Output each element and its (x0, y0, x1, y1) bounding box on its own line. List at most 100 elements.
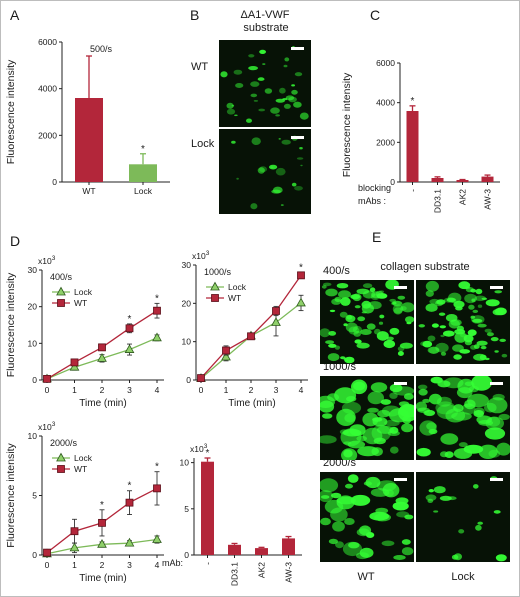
x-axis-label: Time (min) (228, 398, 275, 409)
fluorescence-speck (484, 427, 506, 440)
fluorescence-speck (348, 326, 360, 335)
y-tick-label: 6000 (38, 37, 57, 47)
fluorescence-speck (481, 297, 488, 300)
fluorescence-speck (348, 542, 360, 549)
fluorescence-speck (390, 446, 399, 454)
fluorescence-speck (464, 339, 473, 346)
y-axis-label: Fluorescence intensity (5, 443, 17, 548)
fluorescence-speck (473, 484, 479, 489)
fluorescence-speck (370, 488, 390, 497)
fluorescence-speck (370, 382, 388, 393)
fluorescence-speck (328, 331, 337, 336)
fluorescence-speck (366, 323, 376, 330)
fluorescence-speck (477, 521, 484, 525)
fluorescence-speck (356, 342, 370, 349)
fluorescence-speck (456, 387, 473, 399)
x-axis-label: Time (min) (79, 573, 126, 584)
fluorescence-speck (435, 342, 449, 353)
fluorescence-speck (425, 290, 434, 297)
fluorescence-speck (300, 164, 303, 167)
y-tick-label: 4000 (376, 98, 395, 108)
significance-mark: * (155, 293, 159, 304)
significance-mark: * (155, 462, 159, 473)
data-point-lock (124, 344, 135, 353)
fluorescence-speck (392, 386, 414, 396)
fluorescence-speck (444, 451, 454, 458)
fluorescence-speck (336, 408, 356, 426)
legend-marker-wt (57, 465, 65, 473)
y-multiplier: x103 (190, 443, 208, 454)
fluorescence-speck (486, 332, 494, 337)
data-point-wt (272, 307, 280, 315)
fluorescence-speck (374, 513, 391, 522)
fluorescence-speck (342, 541, 363, 557)
x-tick-label: WT (82, 186, 95, 196)
fluorescence-speck (429, 298, 440, 305)
bar-lock (129, 164, 157, 182)
fluorescence-speck (346, 396, 357, 402)
fluorescence-speck (259, 49, 266, 55)
fluorescence-speck (472, 318, 483, 323)
panel-b-title-line1: ΔA1-VWF (241, 9, 290, 21)
fluorescence-speck (353, 330, 362, 337)
panel-e-title: collagen substrate (380, 261, 469, 273)
y-tick-label: 0 (32, 375, 37, 385)
fluorescence-speck (496, 442, 510, 456)
x-tick-label: 2 (100, 560, 105, 570)
fluorescence-speck (336, 283, 349, 289)
y-tick-label: 0 (186, 375, 191, 385)
fluorescence-speck (381, 540, 395, 547)
x-tick-label: - (203, 562, 213, 565)
micrograph-texture (320, 280, 414, 364)
scale-bar (490, 478, 503, 481)
fluorescence-speck (422, 340, 433, 348)
fluorescence-speck (291, 89, 298, 95)
y-tick-label: 5 (184, 504, 189, 514)
fluorescence-speck (389, 327, 400, 335)
fluorescence-speck (428, 346, 440, 354)
panel-e-row-label-400: 400/s (323, 265, 350, 277)
micrograph-background (416, 472, 510, 562)
fluorescence-speck (338, 290, 351, 299)
fluorescence-speck (350, 494, 371, 506)
scale-bar (394, 382, 407, 385)
y-tick-label: 10 (28, 431, 38, 441)
fluorescence-speck (474, 295, 487, 302)
fluorescence-speck (401, 539, 411, 545)
fluorescence-speck (335, 541, 344, 549)
panel-letter-a: A (10, 7, 20, 23)
bar-none (201, 461, 214, 555)
y-tick-label: 10 (182, 337, 192, 347)
scale-bar (291, 47, 304, 50)
legend-marker-lock (56, 452, 66, 462)
fluorescence-speck (401, 302, 414, 313)
fluorescence-speck (347, 474, 359, 483)
data-point-wt (297, 271, 305, 280)
fluorescence-speck (429, 393, 442, 405)
fluorescence-speck (464, 293, 477, 304)
x-tick-label: 4 (155, 560, 160, 570)
fluorescence-speck (253, 100, 259, 102)
fluorescence-speck (476, 340, 488, 346)
panel-b-row-label-lock: Lock (191, 138, 215, 150)
fluorescence-speck (346, 314, 353, 320)
fluorescence-speck (321, 285, 327, 289)
fluorescence-speck (440, 433, 459, 445)
fluorescence-speck (425, 494, 437, 501)
data-point-lock (152, 534, 162, 543)
fluorescence-speck (389, 408, 409, 423)
fluorescence-speck (478, 444, 498, 459)
y-tick-label: 20 (182, 298, 192, 308)
fluorescence-speck (361, 300, 372, 309)
fluorescence-speck (454, 332, 467, 343)
fluorescence-speck (362, 427, 383, 445)
x-tick-label: 3 (127, 560, 132, 570)
fluorescence-speck (340, 297, 351, 306)
fluorescence-speck (282, 98, 288, 101)
significance-mark: * (128, 314, 132, 325)
fluorescence-speck (325, 340, 335, 344)
fluorescence-speck (420, 341, 432, 347)
fluorescence-speck (458, 529, 465, 534)
fluorescence-speck (275, 114, 280, 117)
